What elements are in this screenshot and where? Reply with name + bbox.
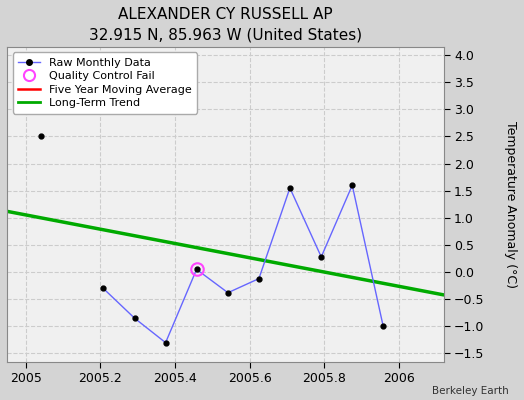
Title: ALEXANDER CY RUSSELL AP
32.915 N, 85.963 W (United States): ALEXANDER CY RUSSELL AP 32.915 N, 85.963… <box>89 7 362 43</box>
Y-axis label: Temperature Anomaly (°C): Temperature Anomaly (°C) <box>504 121 517 288</box>
Text: Berkeley Earth: Berkeley Earth <box>432 386 508 396</box>
Legend: Raw Monthly Data, Quality Control Fail, Five Year Moving Average, Long-Term Tren: Raw Monthly Data, Quality Control Fail, … <box>13 52 198 114</box>
